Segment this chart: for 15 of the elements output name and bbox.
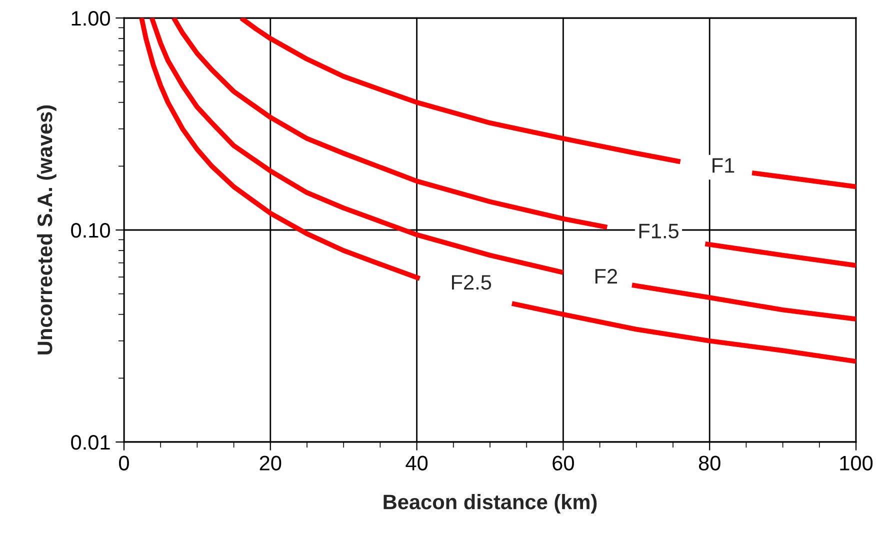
- x-axis-title: Beacon distance (km): [384, 494, 597, 514]
- annotation: F2: [595, 268, 618, 284]
- y-tick-label: 1.00: [72, 11, 110, 26]
- x-tick-label: 40: [406, 456, 428, 470]
- y-axis-title: Uncorrected S.A. (waves): [36, 105, 56, 354]
- annotation: F1: [712, 158, 734, 173]
- x-tick-label: 20: [260, 456, 282, 470]
- x-tick-label: 60: [552, 456, 574, 470]
- x-tick-label: 0: [119, 456, 129, 470]
- annotation: F2.5: [452, 274, 492, 290]
- x-tick-label: 100: [840, 456, 873, 470]
- y-tick-label: 0.01: [71, 435, 110, 450]
- y-tick-label: 0.10: [71, 223, 110, 238]
- x-tick-label: 80: [698, 456, 720, 470]
- annotation: F1.5: [639, 224, 678, 238]
